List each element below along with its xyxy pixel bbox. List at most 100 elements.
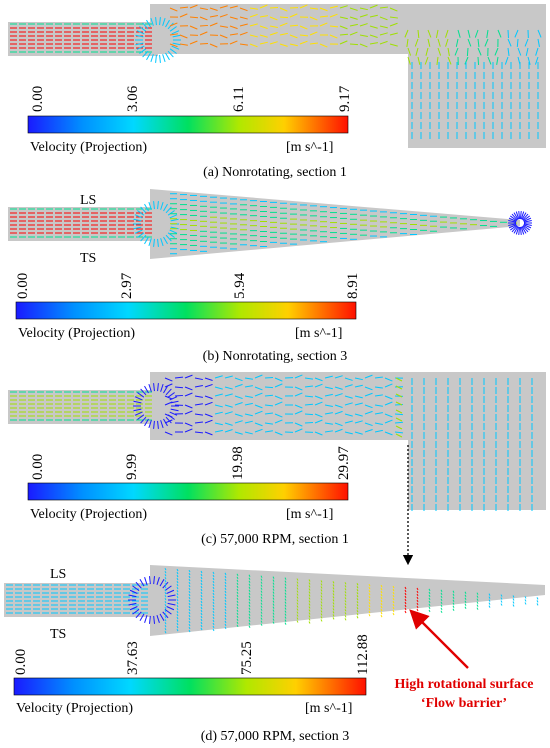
velocity-vector [324,393,333,397]
velocity-vector [172,34,181,38]
panel-d-domain [4,565,545,636]
velocity-vector [404,601,407,605]
velocity-vector [392,594,395,598]
velocity-vector [427,38,431,47]
velocity-vector [236,597,239,601]
velocity-vector [157,238,159,247]
velocity-vector [254,428,263,433]
velocity-vector [344,600,347,603]
velocity-vector [296,605,299,608]
legend-tick: 0.00 [30,86,46,112]
velocity-vector [144,577,148,585]
velocity-vector [249,13,258,18]
velocity-vector [260,611,263,614]
velocity-vector [189,16,199,19]
velocity-vector [176,568,179,572]
color-scale-bar [13,677,367,696]
velocity-vector [392,597,395,601]
velocity-vector [319,22,328,27]
velocity-vector [374,376,384,379]
velocity-vector [308,600,311,603]
velocity-vector [452,605,455,609]
velocity-vector [199,42,209,45]
legend-tick: 9.99 [124,454,140,480]
velocity-vector [284,604,287,607]
velocity-vector [364,392,373,397]
velocity-vector [455,38,459,47]
velocity-vector [156,615,160,623]
velocity-vector [364,404,373,409]
velocity-vector [188,617,191,621]
velocity-vector [319,15,328,18]
velocity-vector [264,412,274,415]
velocity-vector [212,625,215,629]
panel-d-legend: 0.00 37.63 75.25 112.88 Velocity (Projec… [13,634,371,716]
velocity-vector [279,32,288,36]
velocity-vector [437,38,441,47]
velocity-vector [200,579,203,583]
panel-b-vectors [10,193,532,255]
velocity-vector [384,419,393,424]
velocity-vector [512,604,515,607]
velocity-vector [174,394,184,397]
velocity-vector [523,223,532,226]
velocity-vector [284,586,287,589]
velocity-vector [395,409,403,414]
velocity-vector [308,618,311,621]
velocity-vector [164,395,173,400]
velocity-vector [148,576,151,585]
panel-b-legend: 0.00 2.97 5.94 8.91 Velocity (Projection… [15,272,361,341]
velocity-vector [239,23,248,27]
velocity-vector [212,622,215,626]
velocity-vector [272,609,275,612]
velocity-vector [274,383,283,388]
velocity-vector [212,607,215,611]
velocity-vector [254,404,263,409]
velocity-vector [248,622,251,625]
label-ts: TS [80,251,96,266]
velocity-vector [204,419,213,424]
velocity-vector [440,592,443,596]
velocity-vector [523,224,532,229]
velocity-vector [188,602,191,606]
velocity-vector [179,34,188,39]
velocity-vector [368,613,371,617]
velocity-vector [428,609,431,613]
velocity-vector [219,13,228,18]
velocity-vector [392,600,395,604]
velocity-vector [212,619,215,623]
velocity-vector [248,607,251,610]
velocity-vector [200,588,203,592]
velocity-vector [374,394,383,397]
velocity-vector [457,29,461,38]
velocity-vector [146,19,151,28]
velocity-vector [200,621,203,625]
velocity-vector [308,579,311,582]
velocity-vector [159,578,165,587]
velocity-vector [279,16,289,19]
velocity-vector [140,388,147,396]
velocity-vector [163,236,168,245]
velocity-vector [407,56,411,65]
velocity-vector [339,25,348,30]
velocity-vector [356,586,359,589]
velocity-vector [354,377,363,381]
velocity-vector [144,203,149,212]
velocity-vector [204,395,213,400]
velocity-vector [384,401,393,406]
annotation-line-2: ‘Flow barrier’ [421,696,507,711]
velocity-vector [304,377,313,380]
velocity-vector [334,375,343,379]
velocity-vector [445,38,449,47]
legend-tick: 0.00 [30,454,46,480]
velocity-vector [416,599,419,603]
velocity-vector [148,420,152,429]
velocity-vector [184,392,193,397]
velocity-vector [428,591,431,595]
velocity-vector [466,47,469,57]
velocity-vector [536,603,539,606]
velocity-vector [289,13,298,18]
velocity-vector [380,590,383,594]
velocity-vector [167,50,174,58]
velocity-vector [354,402,363,406]
